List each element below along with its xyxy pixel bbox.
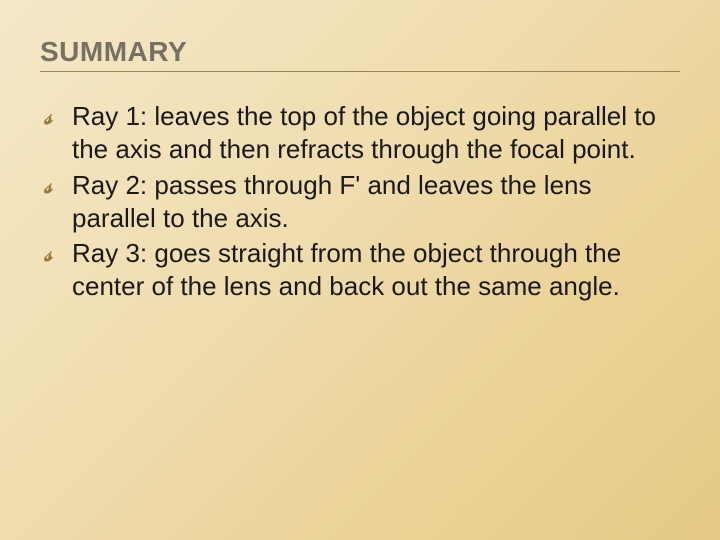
bullet-text: Ray 2: passes through F' and leaves the … bbox=[72, 170, 592, 233]
title-underline: SUMMARY bbox=[40, 36, 680, 72]
slide-title: SUMMARY bbox=[40, 36, 680, 68]
list-item: 𝓈 Ray 2: passes through F' and leaves th… bbox=[44, 169, 680, 236]
bullet-icon: 𝓈 bbox=[44, 172, 52, 200]
bullet-icon: 𝓈 bbox=[44, 103, 52, 131]
list-item: 𝓈 Ray 3: goes straight from the object t… bbox=[44, 237, 680, 304]
bullet-text: Ray 3: goes straight from the object thr… bbox=[72, 238, 621, 301]
bullet-icon: 𝓈 bbox=[44, 240, 52, 268]
list-item: 𝓈 Ray 1: leaves the top of the object go… bbox=[44, 100, 680, 167]
bullet-list: 𝓈 Ray 1: leaves the top of the object go… bbox=[40, 100, 680, 304]
bullet-text: Ray 1: leaves the top of the object goin… bbox=[72, 101, 656, 164]
slide-content: SUMMARY 𝓈 Ray 1: leaves the top of the o… bbox=[0, 0, 720, 304]
